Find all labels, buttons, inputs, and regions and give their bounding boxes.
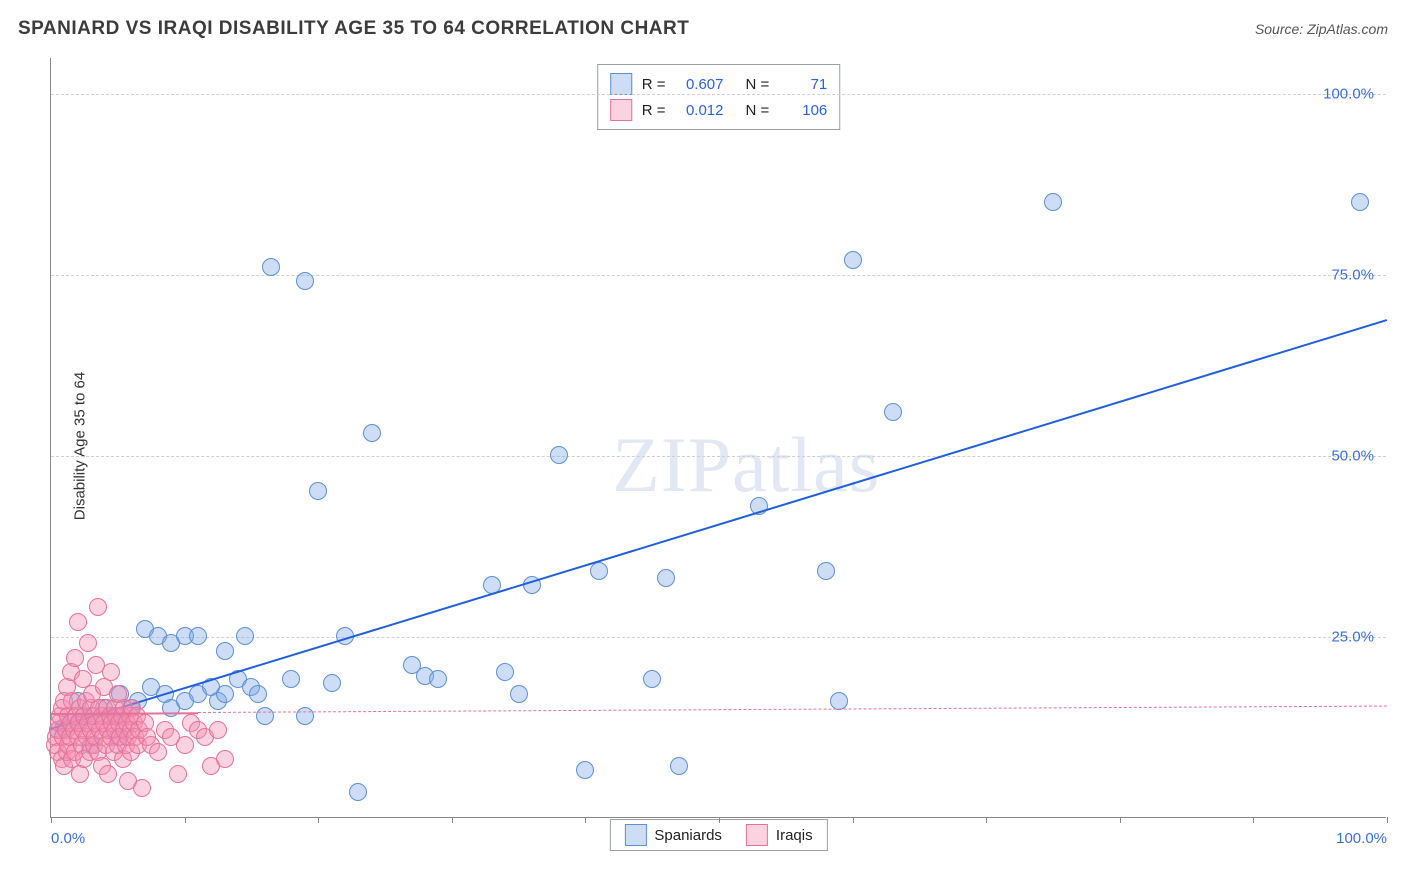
stat-value-r: 0.607	[676, 76, 724, 93]
data-point	[189, 627, 207, 645]
stat-value-n: 71	[779, 76, 827, 93]
stat-label-n: N =	[746, 76, 770, 93]
data-point	[262, 258, 280, 276]
data-point	[576, 761, 594, 779]
data-point	[236, 627, 254, 645]
data-point	[66, 649, 84, 667]
legend-swatch	[624, 824, 646, 846]
x-tick	[51, 817, 52, 823]
gridline	[51, 456, 1386, 457]
data-point	[149, 743, 167, 761]
gridline	[51, 94, 1386, 95]
stat-label-r: R =	[642, 102, 666, 119]
x-tick	[986, 817, 987, 823]
legend-label: Spaniards	[654, 827, 722, 844]
data-point	[323, 674, 341, 692]
plot-area: ZIPatlas R =0.607N =71R =0.012N =106 Spa…	[50, 58, 1386, 818]
gridline	[51, 275, 1386, 276]
data-point	[1351, 193, 1369, 211]
data-point	[249, 685, 267, 703]
stat-label-n: N =	[746, 102, 770, 119]
x-tick	[585, 817, 586, 823]
data-point	[176, 736, 194, 754]
stats-row: R = 0.607 N = 71	[610, 71, 828, 97]
data-point	[510, 685, 528, 703]
source-label: Source: ZipAtlas.com	[1255, 21, 1388, 37]
data-point	[216, 642, 234, 660]
data-point	[590, 562, 608, 580]
regression-line	[51, 319, 1388, 730]
stat-value-r: 0.012	[676, 102, 724, 119]
legend-swatch	[610, 73, 632, 95]
data-point	[79, 634, 97, 652]
x-tick-label: 100.0%	[1336, 830, 1387, 847]
legend-item: Spaniards	[624, 824, 722, 846]
stats-row: R = 0.012 N = 106	[610, 97, 828, 123]
data-point	[657, 569, 675, 587]
data-point	[69, 613, 87, 631]
x-tick	[719, 817, 720, 823]
regression-line-dashed	[198, 706, 1387, 713]
data-point	[429, 670, 447, 688]
legend-label: Iraqis	[776, 827, 813, 844]
data-point	[296, 707, 314, 725]
data-point	[363, 424, 381, 442]
legend-swatch	[746, 824, 768, 846]
data-point	[496, 663, 514, 681]
y-tick-label: 50.0%	[1331, 448, 1374, 465]
data-point	[296, 272, 314, 290]
y-tick-label: 25.0%	[1331, 629, 1374, 646]
x-tick	[318, 817, 319, 823]
series-legend: Spaniards Iraqis	[609, 819, 827, 851]
data-point	[282, 670, 300, 688]
correlation-stats-box: R = 0.607 N = 71 R = 0.012 N = 106	[597, 64, 841, 130]
stat-label-r: R =	[642, 76, 666, 93]
x-tick	[185, 817, 186, 823]
data-point	[817, 562, 835, 580]
y-tick-label: 100.0%	[1323, 86, 1374, 103]
data-point	[209, 721, 227, 739]
data-point	[884, 403, 902, 421]
x-tick	[853, 817, 854, 823]
chart-title: SPANIARD VS IRAQI DISABILITY AGE 35 TO 6…	[18, 18, 689, 40]
x-tick	[1253, 817, 1254, 823]
data-point	[309, 482, 327, 500]
data-point	[1044, 193, 1062, 211]
y-tick-label: 75.0%	[1331, 267, 1374, 284]
data-point	[349, 783, 367, 801]
data-point	[216, 750, 234, 768]
data-point	[550, 446, 568, 464]
x-tick	[1387, 817, 1388, 823]
x-tick-label: 0.0%	[51, 830, 85, 847]
data-point	[844, 251, 862, 269]
data-point	[216, 685, 234, 703]
x-tick	[1120, 817, 1121, 823]
data-point	[256, 707, 274, 725]
stat-value-n: 106	[779, 102, 827, 119]
legend-item: Iraqis	[746, 824, 813, 846]
legend-swatch	[610, 99, 632, 121]
x-tick	[452, 817, 453, 823]
data-point	[99, 765, 117, 783]
data-point	[670, 757, 688, 775]
data-point	[102, 663, 120, 681]
data-point	[169, 765, 187, 783]
data-point	[643, 670, 661, 688]
data-point	[133, 779, 151, 797]
data-point	[89, 598, 107, 616]
watermark: ZIPatlas	[612, 420, 880, 510]
